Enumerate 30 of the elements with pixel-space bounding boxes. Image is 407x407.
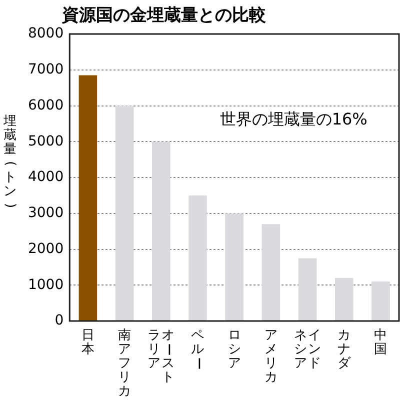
bar	[298, 258, 317, 320]
bar	[372, 282, 390, 320]
y-tick-label: 3000	[28, 205, 64, 222]
bar	[152, 142, 170, 320]
y-tick-label: 4000	[28, 169, 64, 186]
x-tick-label: 南アフリカ	[118, 328, 132, 399]
y-axis-title: 埋蔵量(トン)	[2, 114, 18, 208]
annotation: 世界の埋蔵量の16%	[220, 109, 368, 128]
y-tick-label: 8000	[28, 26, 64, 42]
y-tick-label: 0	[54, 312, 64, 329]
x-tick-label: 日本	[81, 328, 94, 357]
bar	[115, 106, 134, 320]
bar	[334, 278, 354, 320]
x-tick-label: アメリカ	[264, 328, 278, 385]
bar	[225, 213, 244, 320]
y-tick-label: 7000	[28, 62, 64, 78]
category-label: オーストラリア	[148, 328, 176, 385]
bar	[188, 195, 207, 320]
bar	[78, 75, 98, 320]
y-tick-label: 2000	[28, 240, 64, 257]
x-tick-label: ペルー	[190, 328, 206, 370]
x-tick-label: ロシア	[228, 328, 241, 371]
y-tick-label: 6000	[28, 97, 64, 114]
x-tick-label: インドネシア	[294, 328, 322, 371]
y-tick-label: 5000	[28, 133, 64, 150]
x-tick-label: 中国	[374, 328, 388, 357]
bar	[262, 224, 280, 320]
y-tick-label: 1000	[28, 276, 64, 293]
chart-title: 資源国の金埋蔵量との比較	[61, 5, 267, 26]
x-tick-label: カナダ	[338, 328, 352, 371]
